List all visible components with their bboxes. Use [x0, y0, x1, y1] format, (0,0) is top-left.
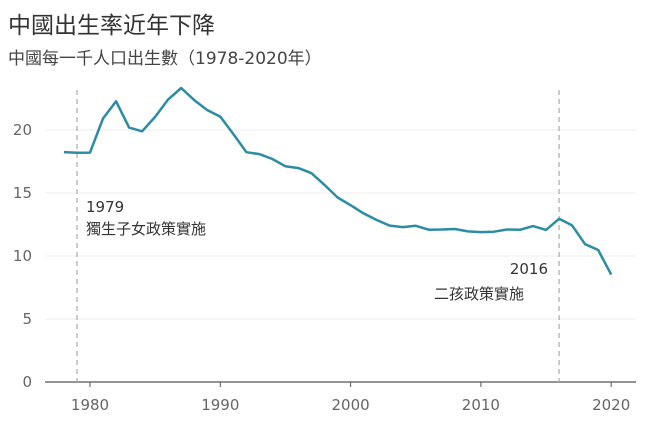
x-tick-label: 1990: [201, 396, 239, 414]
x-tick-label: 2000: [332, 396, 370, 414]
x-tick-label: 2020: [592, 396, 630, 414]
x-tick-label: 2010: [462, 396, 500, 414]
chart-subtitle: 中國每一千人口出生數（1978-2020年）: [8, 49, 322, 69]
y-tick-label: 20: [13, 121, 32, 139]
annotation-year: 1979: [86, 198, 124, 216]
y-tick-label: 15: [13, 184, 32, 202]
y-tick-label: 10: [13, 247, 32, 265]
annotation-year: 2016: [510, 260, 548, 278]
y-tick-label: 0: [22, 373, 32, 391]
x-tick-label: 1980: [71, 396, 109, 414]
birth-rate-line: [63, 86, 613, 276]
y-tick-label: 5: [22, 310, 32, 328]
annotation-text: 獨生子女政策實施: [86, 220, 206, 238]
chart-title: 中國出生率近年下降: [8, 13, 215, 39]
annotation-text: 二孩政策實施: [434, 285, 524, 303]
